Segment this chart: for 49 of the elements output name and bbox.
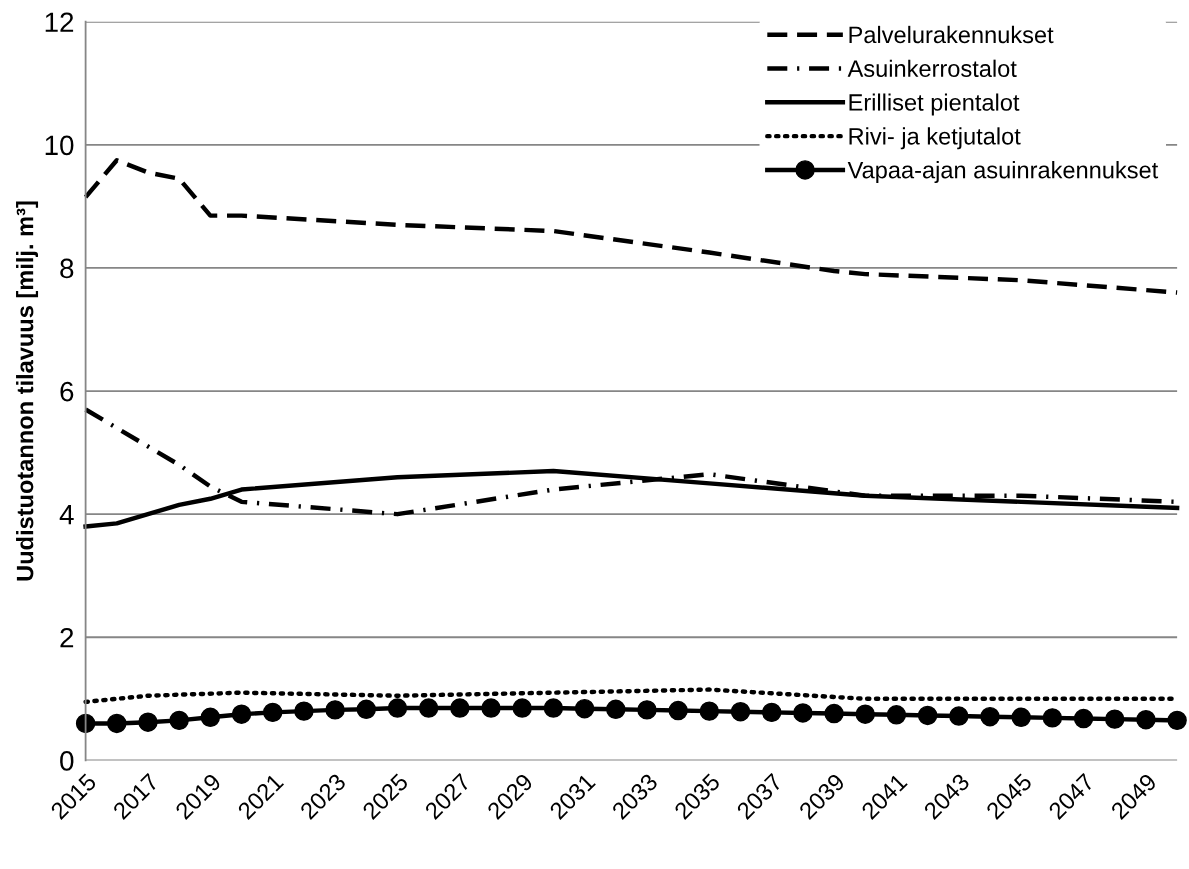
point — [387, 698, 408, 718]
y-tick-label: 6 — [60, 381, 74, 402]
y-tick-label: 12 — [45, 12, 74, 32]
point — [1011, 707, 1031, 728]
point — [262, 702, 283, 723]
point — [543, 698, 564, 718]
point — [512, 698, 532, 718]
legend-label: Palvelurakennukset — [849, 25, 1054, 44]
point — [886, 705, 907, 725]
point — [761, 702, 782, 723]
point — [107, 713, 127, 734]
point — [980, 706, 1000, 727]
y-tick-label: 0 — [60, 751, 74, 771]
legend-label: Rivi- ja ketjutalot — [849, 127, 1021, 150]
point — [793, 703, 813, 723]
point — [855, 704, 875, 724]
point — [418, 698, 439, 718]
point — [231, 704, 252, 724]
point — [949, 706, 969, 726]
point — [450, 698, 470, 718]
point — [606, 699, 626, 720]
point — [917, 705, 938, 726]
point — [574, 698, 595, 719]
point — [200, 707, 221, 728]
point — [325, 700, 345, 720]
y-tick-label: 4 — [59, 505, 74, 525]
point — [169, 710, 189, 731]
legend-label: Erilliset pientalot — [849, 93, 1020, 116]
point — [1136, 710, 1156, 730]
y-tick-label: 2 — [60, 627, 74, 648]
point — [668, 700, 688, 721]
legend-label: Vapaa-ajan asuinrakennukset — [847, 161, 1159, 184]
point — [294, 701, 314, 721]
point — [824, 703, 844, 724]
point — [637, 700, 657, 720]
legend-label: Asuinkerrostalot — [847, 59, 1017, 77]
y-tick-label: 10 — [45, 135, 74, 156]
point — [1167, 710, 1187, 731]
point — [1105, 709, 1125, 729]
y-axis-title: Uudistuotannon tilavuus [milj. m³] — [16, 201, 39, 581]
y-tick-label: 8 — [60, 258, 74, 279]
point — [1042, 708, 1063, 728]
point — [356, 699, 377, 720]
point — [699, 701, 720, 721]
point — [1073, 708, 1094, 729]
point — [730, 702, 751, 722]
point — [481, 698, 501, 718]
point — [138, 712, 158, 732]
line-series — [83, 158, 1180, 295]
